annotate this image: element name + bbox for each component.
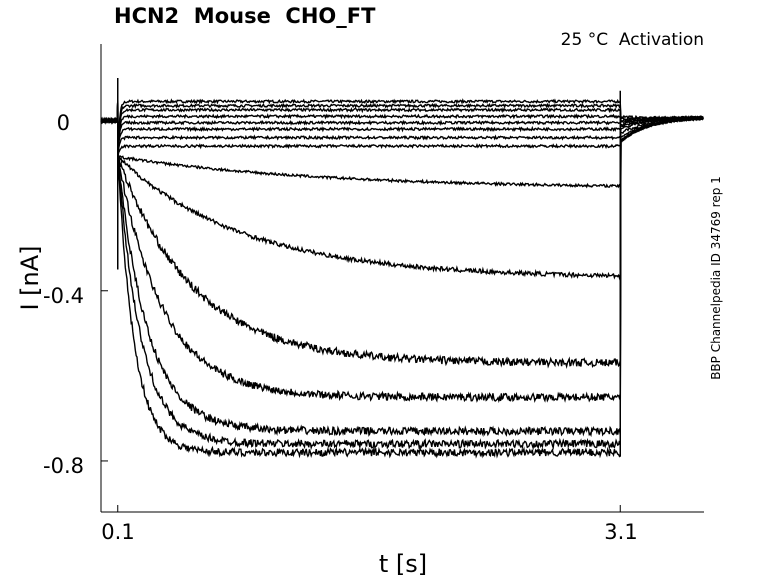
trace-line — [101, 115, 704, 157]
trace-line — [100, 99, 704, 157]
y-tick-label: -0.4 — [43, 284, 84, 308]
x-axis-label: t [s] — [378, 550, 428, 578]
trace-line — [100, 98, 704, 157]
y-axis-label: I [nA] — [16, 245, 44, 311]
trace-line — [100, 102, 704, 157]
x-tick-label: 3.1 — [604, 520, 638, 544]
trace-line — [100, 99, 704, 438]
trace-line — [100, 99, 704, 281]
y-tick-label: 0 — [56, 111, 70, 135]
trace-line — [100, 115, 704, 157]
trace-line — [100, 106, 704, 157]
chart-title: HCN2 Mouse CHO_FT — [114, 4, 376, 28]
trace-line — [100, 99, 704, 157]
trace-line — [100, 116, 704, 404]
y-tick-label: -0.8 — [43, 454, 84, 478]
x-tick-label: 0.1 — [101, 520, 135, 544]
temperature-protocol-label: 25 °C Activation — [560, 30, 704, 50]
source-id-label: BBP Channelpedia ID 34769 rep 1 — [709, 176, 723, 380]
trace-line — [100, 115, 704, 157]
trace-line — [100, 115, 704, 369]
trace-line — [100, 115, 704, 189]
trace-line — [100, 115, 704, 459]
current-traces — [100, 78, 704, 459]
trace-line — [100, 116, 704, 451]
